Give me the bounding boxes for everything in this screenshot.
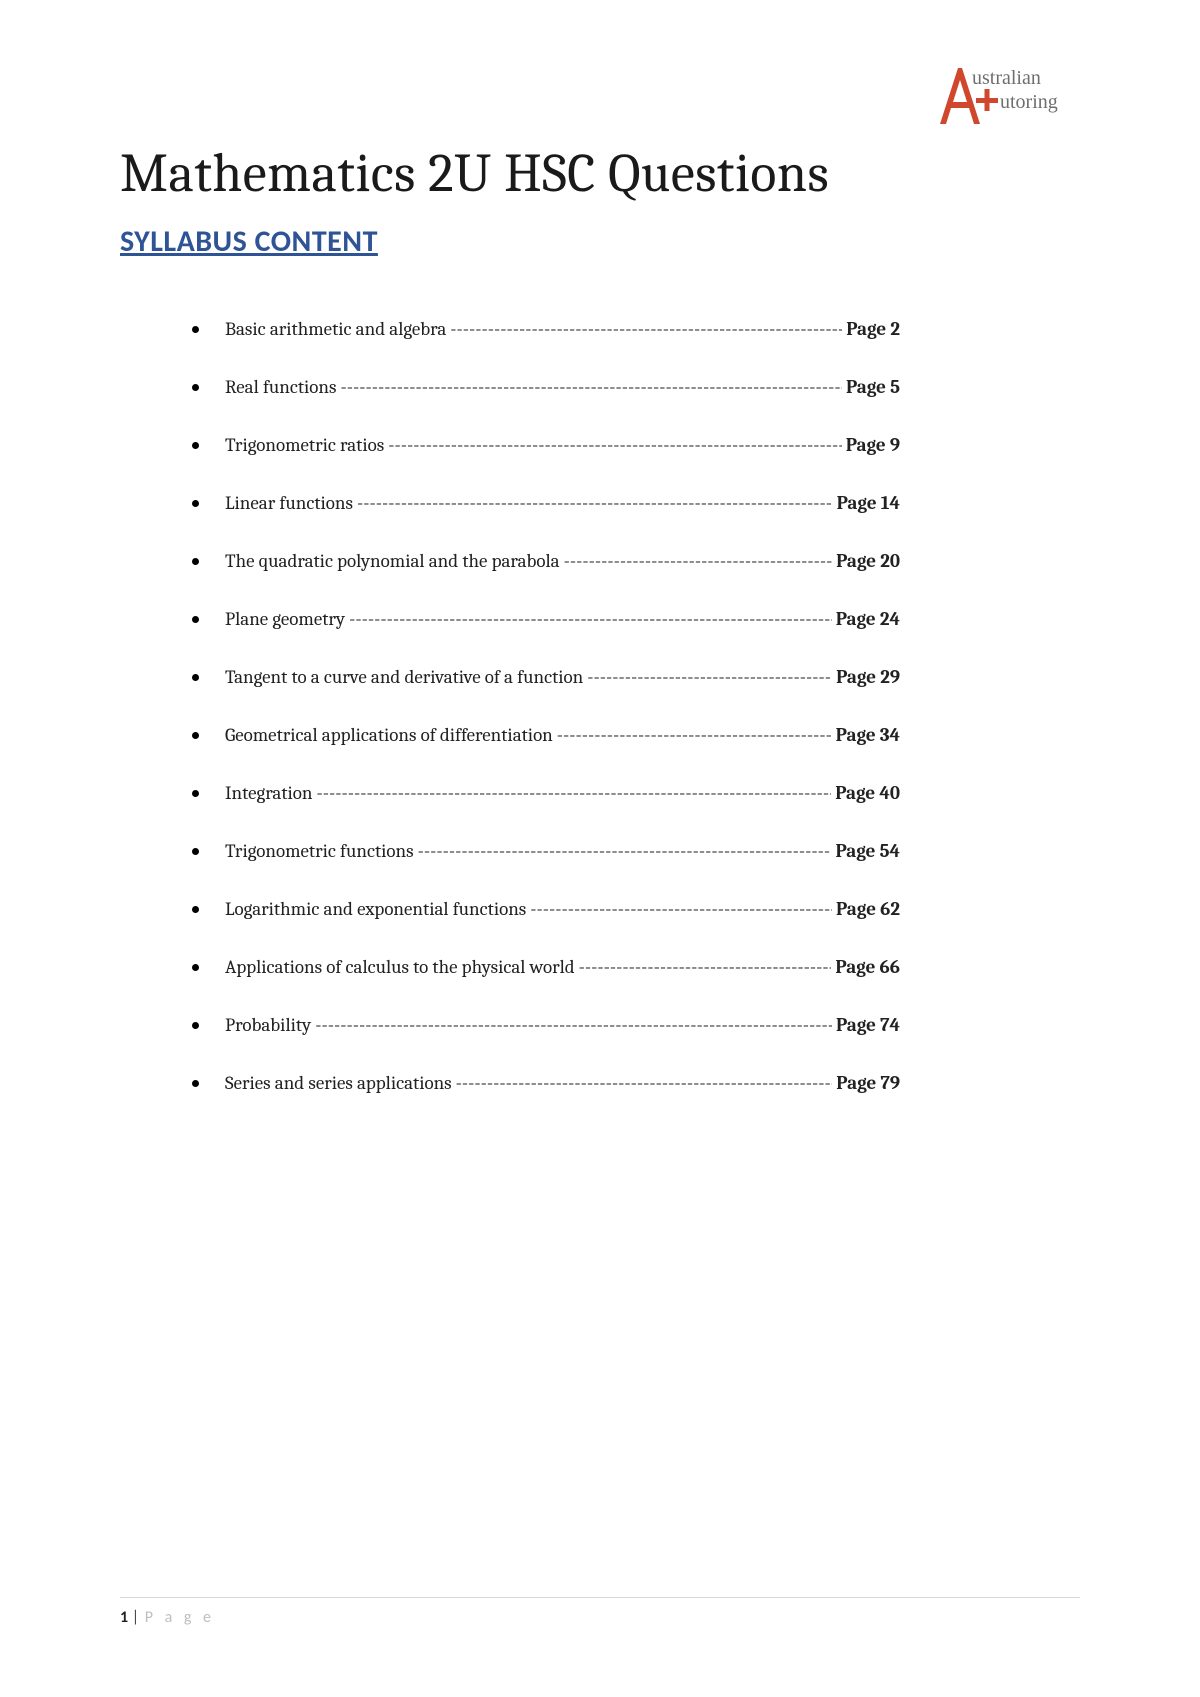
toc-item: Basic arithmetic and algebra Page 2 [192, 318, 900, 340]
toc-leader [564, 550, 832, 572]
toc-page: Page 29 [836, 666, 900, 688]
footer-page-number: 1 [120, 1608, 128, 1627]
toc-label: Tangent to a curve and derivative of a f… [225, 666, 583, 688]
toc-label: Logarithmic and exponential functions [225, 898, 526, 920]
bullet-icon [192, 906, 199, 913]
toc-page: Page 20 [836, 550, 900, 572]
toc-leader [357, 492, 833, 514]
logo-text-2: utoring [1000, 91, 1058, 113]
bullet-icon [192, 732, 199, 739]
toc-item: Trigonometric ratios Page 9 [192, 434, 900, 456]
toc-item: Applications of calculus to the physical… [192, 956, 900, 978]
bullet-icon [192, 384, 199, 391]
bullet-icon [192, 674, 199, 681]
toc-label: Applications of calculus to the physical… [225, 956, 575, 978]
syllabus-heading: SYLLABUS CONTENT [120, 223, 1080, 260]
document-title: Mathematics 2U HSC Questions [120, 142, 1080, 205]
toc-page: Page 79 [836, 1072, 900, 1094]
toc-leader [317, 782, 832, 804]
bullet-icon [192, 1080, 199, 1087]
toc-leader [587, 666, 832, 688]
toc-label: Real functions [225, 376, 336, 398]
toc-page: Page 62 [836, 898, 900, 920]
toc-page: Page 34 [836, 724, 900, 746]
toc-leader [450, 318, 842, 340]
brand-logo: ustralian utoring [920, 58, 1090, 130]
toc-label: Integration [225, 782, 313, 804]
toc-label: The quadratic polynomial and the parabol… [225, 550, 560, 572]
toc-label: Probability [225, 1014, 311, 1036]
toc-label: Plane geometry [225, 608, 345, 630]
toc-item: The quadratic polynomial and the parabol… [192, 550, 900, 572]
toc-item: Real functions Page 5 [192, 376, 900, 398]
toc-page: Page 74 [836, 1014, 900, 1036]
toc-item: Logarithmic and exponential functions Pa… [192, 898, 900, 920]
toc-item: Tangent to a curve and derivative of a f… [192, 666, 900, 688]
toc-label: Trigonometric ratios [225, 434, 384, 456]
toc-leader [530, 898, 832, 920]
toc-leader [456, 1072, 833, 1094]
bullet-icon [192, 848, 199, 855]
toc-label: Geometrical applications of differentiat… [225, 724, 553, 746]
toc-leader [418, 840, 832, 862]
bullet-icon [192, 558, 199, 565]
toc-page: Page 2 [846, 318, 900, 340]
toc-leader [315, 1014, 832, 1036]
toc-page: Page 66 [835, 956, 900, 978]
toc-page: Page 54 [835, 840, 900, 862]
toc-page: Page 5 [846, 376, 900, 398]
bullet-icon [192, 616, 199, 623]
document-page: ustralian utoring Mathematics 2U HSC Que… [0, 0, 1200, 1697]
toc-label: Linear functions [225, 492, 353, 514]
footer-separator: | [128, 1608, 143, 1627]
toc-leader [388, 434, 842, 456]
page-footer: 1 | P a g e [120, 1597, 1080, 1627]
bullet-icon [192, 326, 199, 333]
toc-page: Page 40 [835, 782, 900, 804]
toc-label: Series and series applications [225, 1072, 452, 1094]
bullet-icon [192, 442, 199, 449]
toc-leader [557, 724, 832, 746]
toc-page: Page 24 [836, 608, 900, 630]
table-of-contents: Basic arithmetic and algebra Page 2 Real … [120, 318, 900, 1094]
toc-page: Page 9 [846, 434, 900, 456]
bullet-icon [192, 964, 199, 971]
toc-item: Integration Page 40 [192, 782, 900, 804]
toc-leader [349, 608, 832, 630]
footer-page-word: P a g e [145, 1608, 215, 1627]
bullet-icon [192, 790, 199, 797]
toc-page: Page 14 [837, 492, 900, 514]
bullet-icon [192, 500, 199, 507]
toc-item: Plane geometry Page 24 [192, 608, 900, 630]
toc-item: Geometrical applications of differentiat… [192, 724, 900, 746]
logo-text-1: ustralian [972, 67, 1041, 89]
toc-item: Trigonometric functions Page 54 [192, 840, 900, 862]
toc-item: Series and series applications Page 79 [192, 1072, 900, 1094]
toc-item: Linear functions Page 14 [192, 492, 900, 514]
toc-label: Trigonometric functions [225, 840, 414, 862]
toc-leader [579, 956, 832, 978]
toc-item: Probability Page 74 [192, 1014, 900, 1036]
toc-leader [340, 376, 841, 398]
toc-label: Basic arithmetic and algebra [225, 318, 446, 340]
bullet-icon [192, 1022, 199, 1029]
